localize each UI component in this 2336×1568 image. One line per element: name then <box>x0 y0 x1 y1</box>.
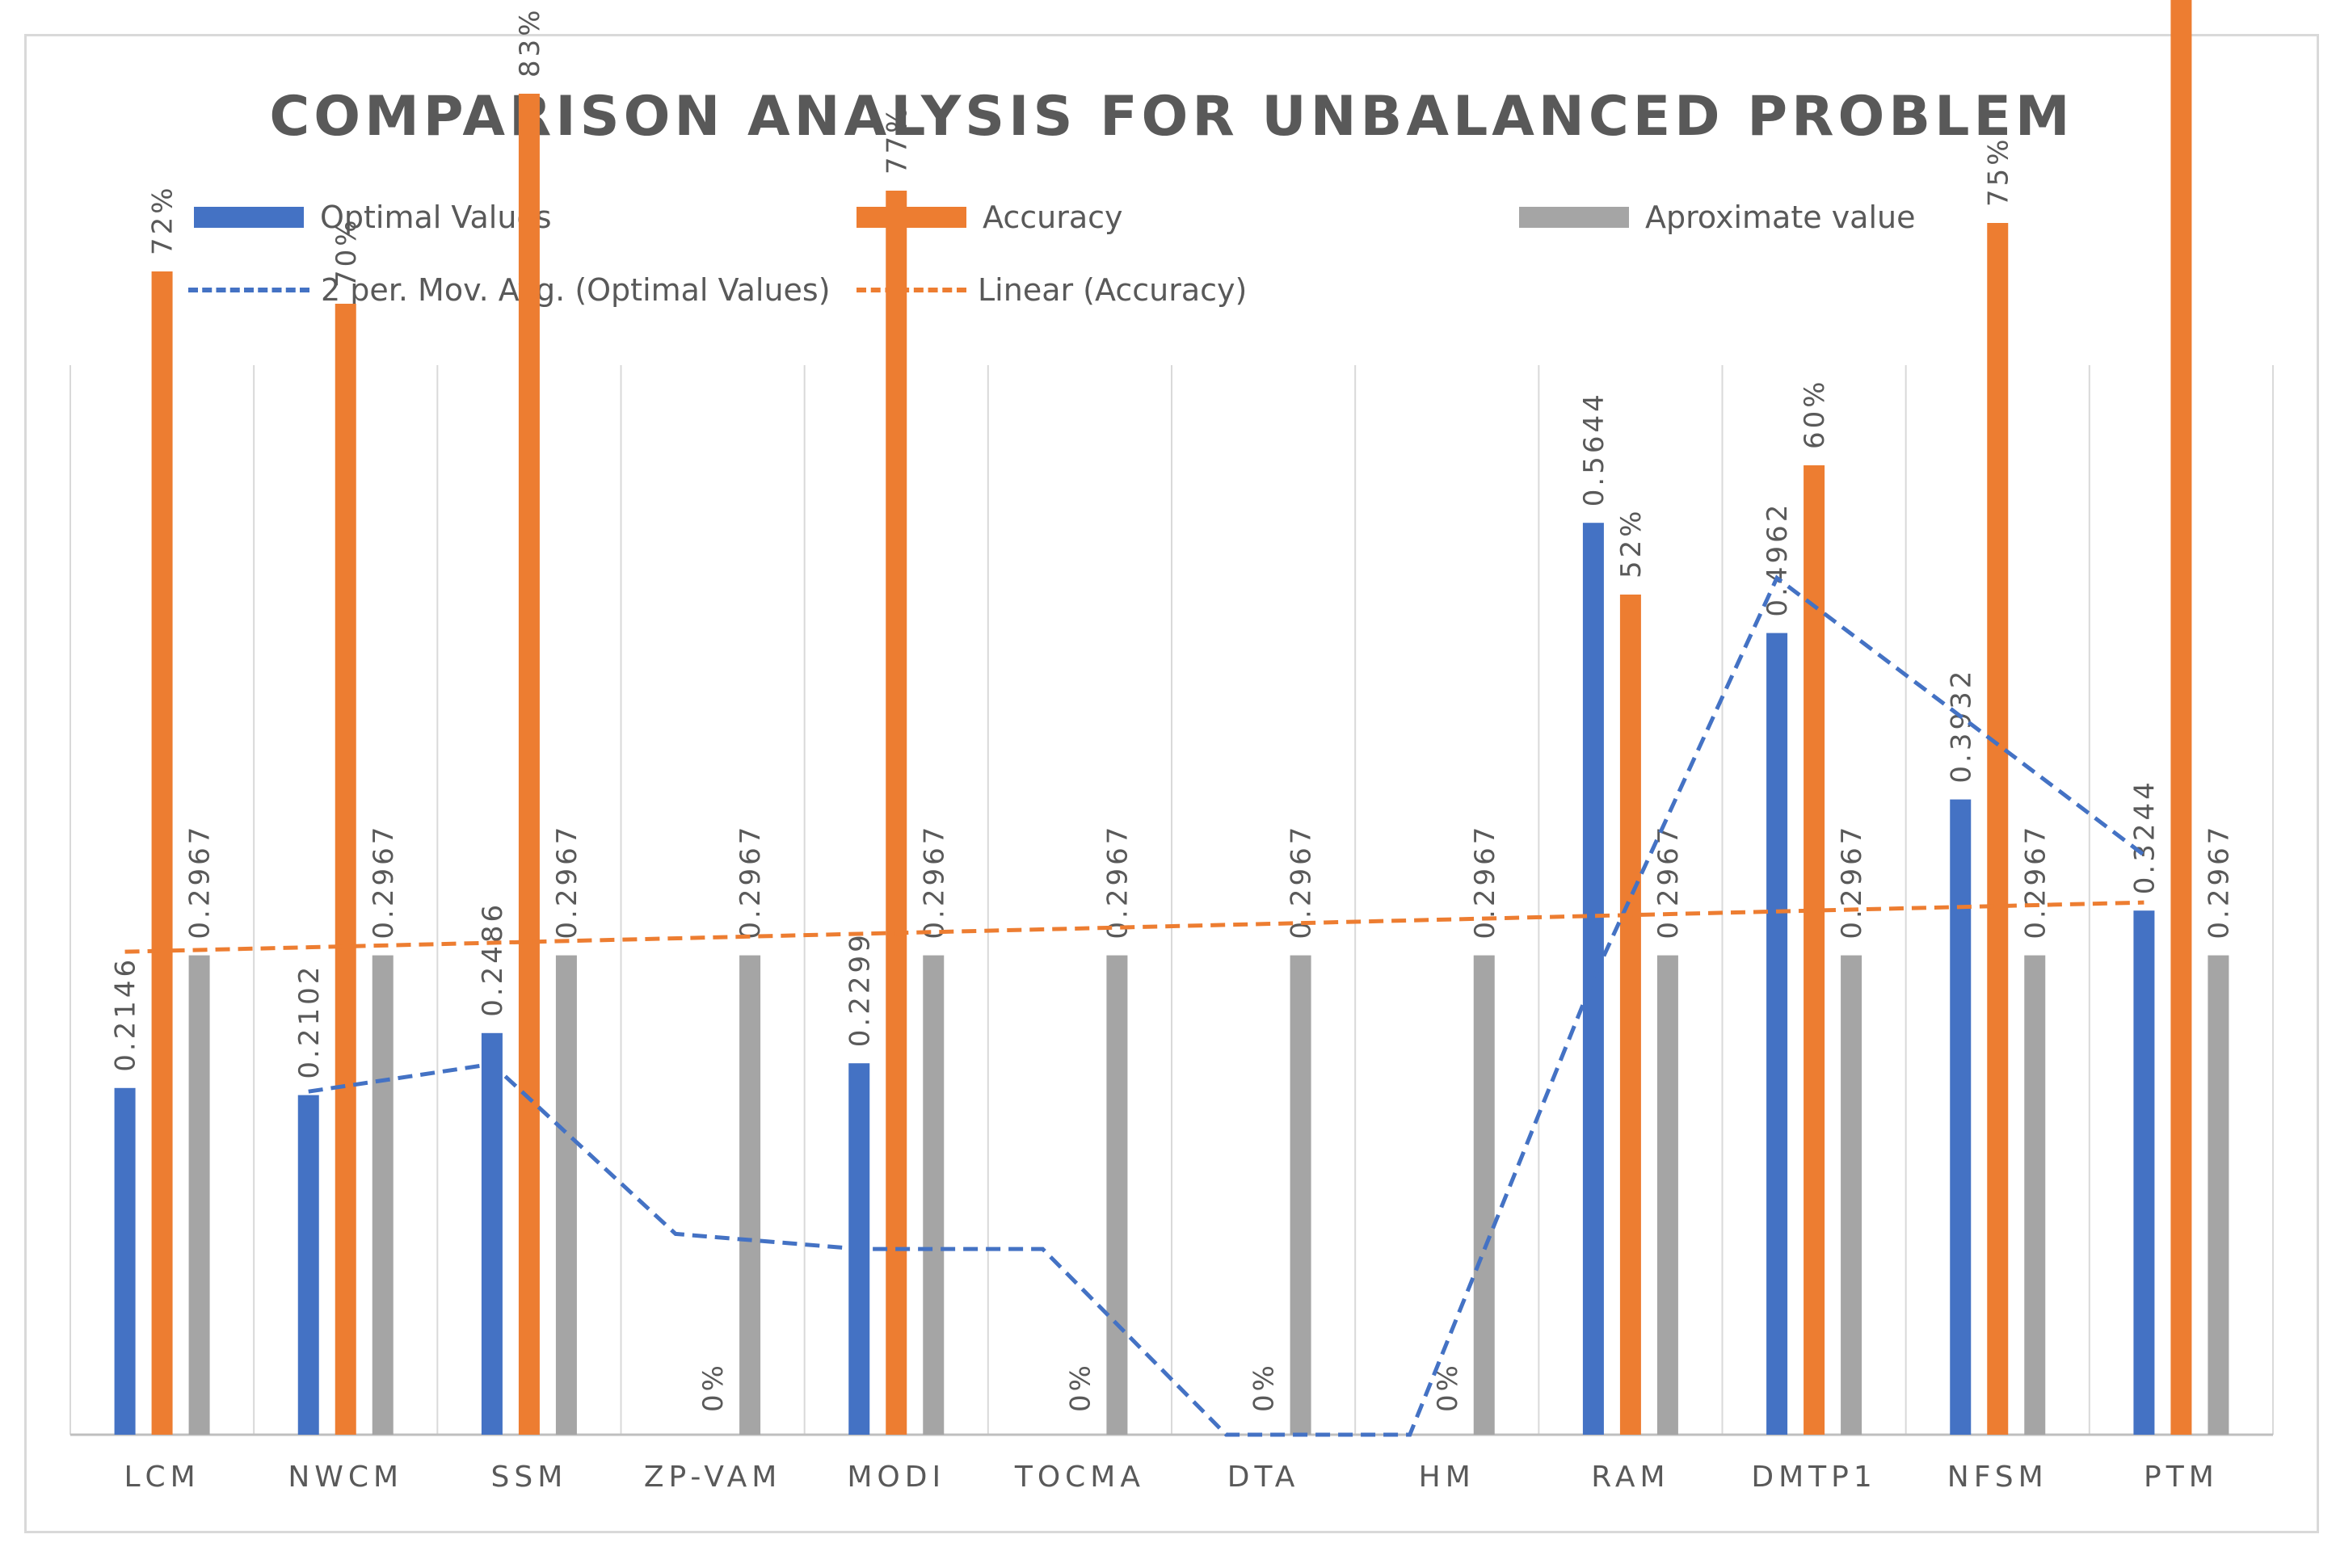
data-label: 0% <box>1064 1362 1096 1412</box>
legend-label-optimal: Optimal Values <box>320 200 552 235</box>
data-label: 52% <box>1615 507 1648 578</box>
data-label: 0.2967 <box>1286 824 1318 940</box>
moving-average-trendline <box>308 574 2145 1437</box>
legend-accuracy: Accuracy <box>857 200 1123 235</box>
data-label: 0.2967 <box>184 824 217 940</box>
bar-optimal-values <box>2133 910 2155 1435</box>
x-tick-label: RAM <box>1591 1461 1669 1494</box>
x-tick-label: SSM <box>491 1461 568 1494</box>
bar-accuracy <box>151 271 173 1435</box>
x-tick-label: ZP-VAM <box>644 1461 781 1494</box>
bar-aproximate-value <box>1106 955 1128 1435</box>
data-label: 0.2967 <box>368 824 400 940</box>
data-label: 0.5644 <box>1578 391 1610 507</box>
bar-optimal-values <box>1766 633 1788 1435</box>
data-label: 83% <box>514 6 546 78</box>
legend-label-accuracy: Accuracy <box>983 200 1123 235</box>
bar-aproximate-value <box>923 955 945 1435</box>
legend-optimal-values: Optimal Values <box>194 200 552 235</box>
bar-accuracy <box>1987 223 2009 1435</box>
bar-optimal-values <box>297 1095 319 1435</box>
legend-moving-average: 2 per. Mov. Avg. (Optimal Values) <box>188 272 831 308</box>
bar-aproximate-value <box>739 955 761 1435</box>
linear-trendline <box>124 900 2144 954</box>
legend-label-moving-average: 2 per. Mov. Avg. (Optimal Values) <box>321 272 831 308</box>
x-tick-label: PTM <box>2144 1461 2219 1494</box>
bar-aproximate-value <box>1473 955 1495 1435</box>
legend-label-linear: Linear (Accuracy) <box>978 272 1248 308</box>
data-label: 0.2967 <box>918 824 950 940</box>
legend-swatch-moving-average <box>188 288 309 292</box>
data-label: 70% <box>330 216 363 288</box>
data-label: 0.2146 <box>110 956 142 1072</box>
bar-aproximate-value <box>2208 955 2229 1435</box>
bar-accuracy <box>518 94 540 1435</box>
bar-accuracy <box>2170 0 2192 1435</box>
bar-accuracy <box>1804 465 1825 1435</box>
bar-accuracy <box>335 304 356 1435</box>
data-label: 0.2967 <box>2203 824 2235 940</box>
legend-swatch-accuracy <box>857 207 966 228</box>
data-label: 0.2967 <box>551 824 583 940</box>
bar-optimal-values <box>1582 523 1604 1436</box>
chart-title: COMPARISON ANALYSIS FOR UNBALANCED PROBL… <box>269 85 2074 149</box>
x-tick-label: NWCM <box>288 1461 403 1494</box>
data-label: 0.3244 <box>2128 779 2161 894</box>
data-label: 0% <box>1248 1362 1281 1412</box>
data-label: 0% <box>697 1362 730 1412</box>
legend-label-approximate: Aproximate value <box>1645 200 1916 235</box>
bar-aproximate-value <box>372 955 394 1435</box>
bar-aproximate-value <box>1290 955 1311 1435</box>
bar-optimal-values <box>114 1087 136 1435</box>
data-label: 60% <box>1799 378 1831 449</box>
data-label: 0.2967 <box>1836 824 1868 940</box>
bar-optimal-values <box>1950 799 1972 1435</box>
data-label: 77% <box>881 103 913 174</box>
data-label: 0.2967 <box>1101 824 1134 940</box>
x-tick-label: LCM <box>124 1461 200 1494</box>
x-tick-label: DMTP1 <box>1751 1461 1876 1494</box>
x-tick-label: TOCMA <box>1014 1461 1145 1494</box>
data-label: 0.2102 <box>293 964 326 1079</box>
data-label: 0.2967 <box>1469 824 1501 940</box>
bar-aproximate-value <box>555 955 577 1435</box>
data-label: 0.2486 <box>477 902 509 1017</box>
data-label: 0.2967 <box>2019 824 2052 940</box>
x-tick-label: MODI <box>847 1461 945 1494</box>
legend-swatch-approximate <box>1519 207 1629 228</box>
legend-swatch-optimal <box>194 207 304 228</box>
bar-aproximate-value <box>188 955 210 1435</box>
bar-aproximate-value <box>1656 955 1678 1435</box>
bar-aproximate-value <box>1841 955 1862 1435</box>
bar-accuracy <box>1619 595 1641 1435</box>
legend-swatch-linear <box>857 288 966 292</box>
data-label: 75% <box>1982 136 2014 207</box>
bar-aproximate-value <box>2024 955 2046 1435</box>
x-tick-label: NFSM <box>1947 1461 2048 1494</box>
legend-approximate-value: Aproximate value <box>1519 200 1916 235</box>
data-label: 72% <box>147 184 179 255</box>
data-label: 0.2967 <box>734 824 767 940</box>
bar-optimal-values <box>481 1032 503 1435</box>
data-label: 0.2299 <box>844 931 876 1047</box>
x-tick-label: DTA <box>1227 1461 1300 1494</box>
bar-accuracy <box>886 191 907 1435</box>
legend-linear-accuracy: Linear (Accuracy) <box>857 272 1247 308</box>
x-tick-label: HM <box>1419 1461 1475 1494</box>
